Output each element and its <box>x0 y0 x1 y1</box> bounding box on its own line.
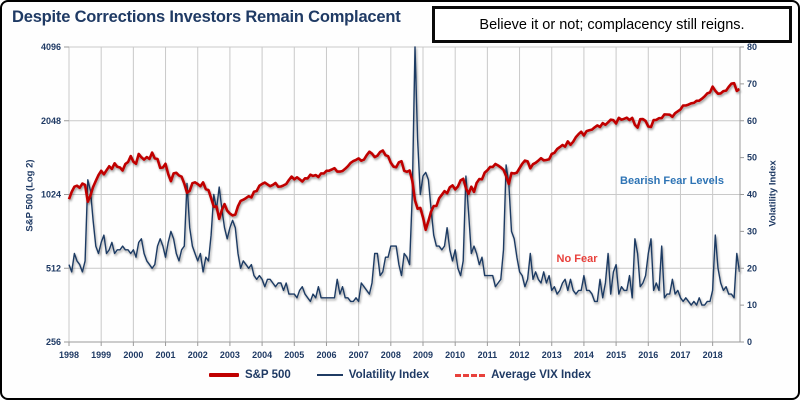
y-right-tick-label: 20 <box>747 263 757 273</box>
x-tick-label: 2002 <box>188 350 208 360</box>
sp500-line-swatch <box>208 373 239 377</box>
x-tick-label: 2009 <box>413 350 433 360</box>
y-right-tick-label: 80 <box>747 42 757 52</box>
callout-box: Believe it or not; complacency still rei… <box>432 6 792 43</box>
y-axis-left-title: S&P 500 (Log 2) <box>24 159 36 232</box>
y-right-tick-label: 10 <box>747 300 757 310</box>
series-layer <box>67 46 741 306</box>
chart-legend: S&P 500 Volatility Index Average VIX Ind… <box>2 369 798 381</box>
y-right-tick-label: 40 <box>747 190 757 200</box>
x-tick-label: 1998 <box>59 350 79 360</box>
x-tick-label: 1999 <box>91 350 111 360</box>
x-tick-label: 2018 <box>703 350 723 360</box>
legend-label-volatility: Volatility Index <box>348 369 430 381</box>
y-right-tick-label: 70 <box>747 79 757 89</box>
x-tick-label: 2003 <box>220 350 240 360</box>
x-tick-label: 2013 <box>542 350 562 360</box>
callout-text: Believe it or not; complacency still rei… <box>479 16 745 33</box>
y-axis-right-title: Volatility Index <box>767 160 779 227</box>
legend-item-volatility: Volatility Index <box>316 369 430 381</box>
x-tick-label: 2004 <box>252 350 272 360</box>
legend-item-average-vix: Average VIX Index <box>455 369 591 381</box>
x-tick-label: 2007 <box>349 350 369 360</box>
x-tick-label: 2014 <box>574 350 594 360</box>
volatility-line-swatch <box>316 374 343 376</box>
x-tick-label: 2001 <box>156 350 176 360</box>
legend-label-average-vix: Average VIX Index <box>491 369 592 381</box>
y-right-tick-label: 0 <box>747 337 752 347</box>
no-fear-annotation: No Fear <box>556 253 598 265</box>
legend-label-sp500: S&P 500 <box>244 369 291 381</box>
x-tick-label: 2006 <box>316 350 336 360</box>
bearish-fear-levels-annotation: Bearish Fear Levels <box>620 175 724 187</box>
y-right-tick-label: 30 <box>747 226 757 236</box>
x-tick-label: 2015 <box>606 350 626 360</box>
y-right-tick-label: 60 <box>747 116 757 126</box>
y-right-tick-label: 50 <box>747 153 757 163</box>
x-tick-label: 2016 <box>638 350 658 360</box>
page-title: Despite Corrections Investors Remain Com… <box>12 8 401 26</box>
average-vix-dash-swatch <box>455 373 486 377</box>
x-tick-label: 2008 <box>381 350 401 360</box>
y-left-tick-label: 512 <box>46 263 61 273</box>
x-tick-label: 2011 <box>478 350 498 360</box>
x-tick-label: 2000 <box>123 350 143 360</box>
axis-layer: 1998 1999 2000 2001 2002 2003 2004 2005 2006 2007… <box>41 42 757 360</box>
y-left-tick-label: 2048 <box>41 116 61 126</box>
sp500-line <box>67 81 741 232</box>
x-tick-label: 2010 <box>445 350 465 360</box>
legend-item-sp500: S&P 500 <box>208 369 291 381</box>
x-tick-label: 2005 <box>284 350 304 360</box>
y-left-tick-label: 256 <box>46 337 61 347</box>
x-tick-label: 2012 <box>510 350 530 360</box>
x-tick-label: 2017 <box>670 350 690 360</box>
y-left-tick-label: 4096 <box>41 42 61 52</box>
volatility-index-line <box>68 46 741 306</box>
y-left-tick-label: 1024 <box>41 190 61 200</box>
